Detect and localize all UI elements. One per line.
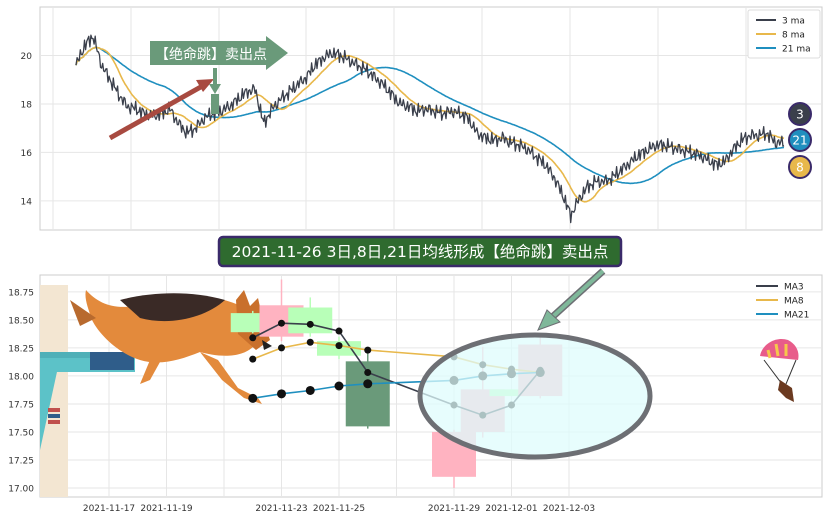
bottom-x-tick-label: 2021-11-19 (140, 504, 193, 514)
candle (345, 353, 390, 429)
diving-board-illustration (40, 285, 135, 497)
ma-point (306, 320, 314, 328)
parachute-jumper-illustration (760, 338, 799, 402)
ma-badge-3: 3 (788, 102, 812, 126)
ma-point (249, 334, 257, 342)
top-y-tick-label: 16 (21, 149, 33, 159)
bottom-x-tick-label: 2021-11-25 (313, 504, 365, 514)
top-y-tick-label: 14 (21, 197, 33, 207)
bottom-x-tick-label: 2021-12-01 (485, 504, 537, 514)
bottom-y-tick-label: 18.00 (8, 372, 34, 382)
ma-badge-label: 3 (796, 108, 804, 122)
bottom-chart-title-box: 2021-11-26 3日,8日,21日均线形成【绝命跳】卖出点 (217, 235, 623, 268)
ma-point (249, 355, 257, 363)
ma-point (305, 385, 315, 395)
callout-pointer-arrow (537, 268, 606, 331)
top-legend: 3 ma 8 ma 21 ma (747, 9, 821, 59)
legend-8ma-label: 8 ma (782, 31, 805, 41)
ma-point (306, 338, 314, 346)
price-overview-chart: 14 16 18 20 3 21 8 3 ma 8 ma 21 ma 【绝命跳】卖出点 (21, 6, 823, 231)
ma-point (364, 369, 372, 377)
sell-point-callout: 【绝命跳】卖出点 (150, 36, 288, 114)
bottom-y-tick-label: 17.50 (8, 428, 34, 438)
legend-3ma-label: 3 ma (782, 17, 805, 27)
top-series-lines (75, 34, 785, 224)
bottom-legend: MA3 MA8 MA21 (756, 283, 809, 321)
bottom-y-tick-label: 18.25 (8, 344, 34, 354)
bottom-y-axis: 17.00 17.25 17.50 17.75 18.00 18.25 18.50 18.75 (8, 288, 34, 494)
bottom-y-tick-label: 17.25 (8, 457, 34, 467)
sell-point-marker (211, 94, 219, 114)
candle (288, 297, 333, 337)
legend-ma8-label: MA8 (784, 297, 804, 307)
sell-point-callout-label: 【绝命跳】卖出点 (155, 46, 267, 63)
legend-21ma-label: 21 ma (782, 45, 811, 55)
bottom-y-tick-label: 18.75 (8, 288, 34, 298)
ma-badge-21: 21 (788, 128, 812, 152)
ma-badge-label: 21 (792, 134, 807, 148)
ma-badges: 3 21 8 (788, 102, 812, 179)
sell-point-callout-arrow (150, 36, 288, 70)
bottom-chart-title: 2021-11-26 3日,8日,21日均线形成【绝命跳】卖出点 (232, 243, 609, 261)
uptrend-arrow (108, 79, 214, 141)
candle-body (288, 307, 333, 334)
bottom-x-tick-label: 2021-11-17 (83, 504, 135, 514)
ma-point (335, 327, 343, 335)
bottom-y-tick-label: 17.75 (8, 400, 34, 410)
bottom-x-tick-label: 2021-11-23 (255, 504, 307, 514)
ma-point (277, 389, 286, 399)
bottom-x-tick-label: 2021-12-03 (543, 504, 595, 514)
highlight-ellipse (417, 332, 653, 460)
ma-point (278, 344, 285, 352)
top-series-21-ma (75, 46, 785, 185)
ma-badge-8: 8 (788, 155, 812, 179)
top-y-tick-label: 18 (21, 100, 33, 110)
bottom-x-tick-label: 2021-11-29 (428, 504, 481, 514)
legend-ma3-label: MA3 (784, 283, 804, 293)
jumping-dog-illustration (70, 290, 272, 404)
ma-point (335, 342, 343, 350)
ma-point (364, 346, 372, 354)
bottom-x-axis: 2021-11-17 2021-11-19 2021-11-23 2021-11-25… (83, 504, 595, 514)
legend-ma21-label: MA21 (784, 311, 809, 321)
top-series-3-ma (75, 34, 785, 224)
ma-point (363, 379, 373, 389)
bottom-y-tick-label: 18.50 (8, 316, 34, 326)
top-y-axis: 14 16 18 20 (21, 52, 33, 207)
ma-badge-label: 8 (796, 161, 804, 175)
ma-point (248, 393, 258, 403)
ma-point (334, 381, 344, 391)
bottom-y-tick-label: 17.00 (8, 485, 34, 495)
ma-point (278, 319, 285, 327)
top-y-tick-label: 20 (21, 52, 33, 62)
